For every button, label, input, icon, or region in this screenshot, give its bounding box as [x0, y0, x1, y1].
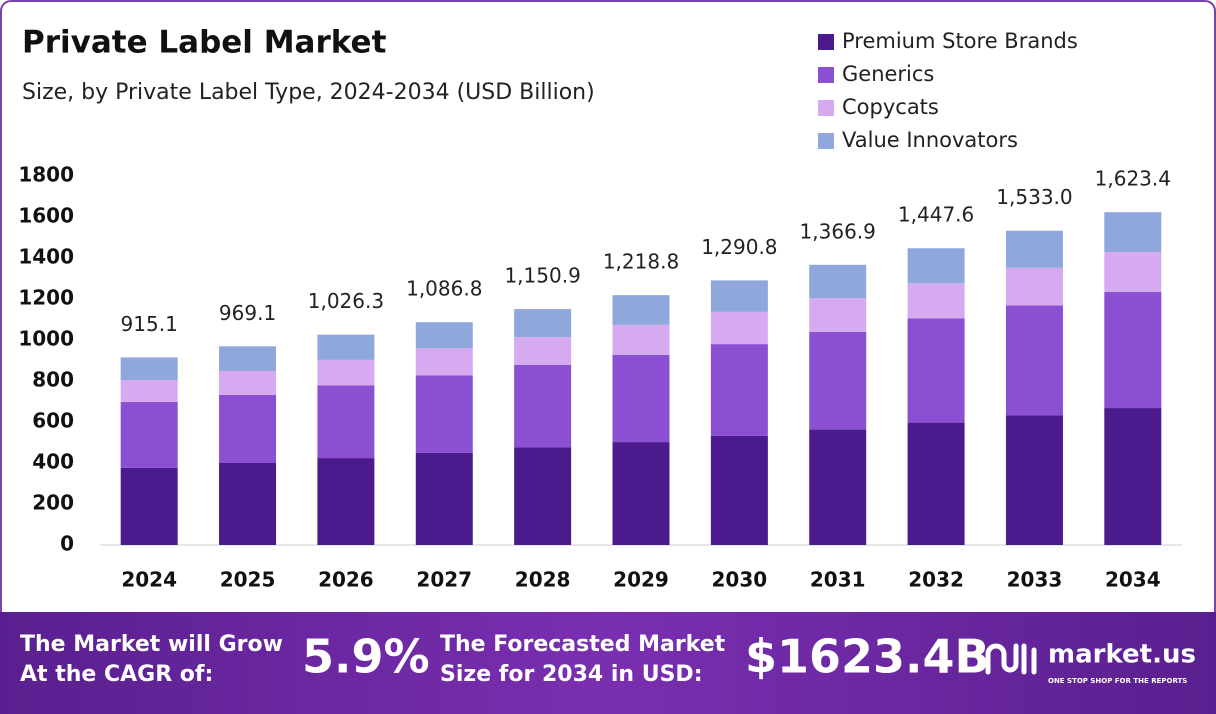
x-tick-label: 2028 [515, 568, 571, 592]
total-label: 1,447.6 [898, 203, 974, 227]
bar-segment [809, 331, 867, 430]
bar-segment [219, 370, 277, 395]
bar-segment [809, 298, 867, 332]
x-tick-label: 2029 [613, 568, 669, 592]
y-tick-label: 1400 [18, 245, 74, 269]
bar-segment [612, 442, 670, 545]
brand-logo [985, 643, 1037, 675]
bar-segment [219, 463, 277, 545]
forecast-text: The Forecasted Market [440, 632, 726, 657]
legend-label: Generics [842, 62, 934, 86]
y-tick-label: 200 [32, 491, 74, 515]
bar-segment [514, 447, 572, 545]
y-tick-label: 1000 [18, 327, 74, 351]
bar-segment [120, 357, 178, 380]
chart-subtitle: Size, by Private Label Type, 2024-2034 (… [22, 80, 595, 105]
bar-segment [809, 429, 867, 545]
bar-segment [710, 344, 768, 436]
bar-segment [317, 385, 375, 459]
legend-label: Premium Store Brands [842, 29, 1078, 53]
total-label: 969.1 [219, 301, 276, 325]
bar-segment [907, 318, 965, 423]
bar-segment [1104, 252, 1162, 293]
bar-segment [1005, 305, 1063, 416]
total-label: 1,086.8 [406, 277, 482, 301]
legend-label: Copycats [842, 95, 939, 119]
x-tick-label: 2031 [810, 568, 866, 592]
bar-segment [809, 264, 867, 299]
bar-segment [710, 280, 768, 312]
cagr-value: 5.9% [302, 630, 430, 684]
total-label: 1,623.4 [1095, 167, 1171, 191]
total-label: 1,150.9 [504, 264, 580, 288]
y-tick-label: 400 [32, 450, 74, 474]
cagr-text: At the CAGR of: [20, 662, 213, 687]
bar-segment [514, 365, 572, 448]
bar-segment [219, 394, 277, 463]
total-label: 1,290.8 [701, 235, 777, 259]
legend-label: Value Innovators [842, 128, 1018, 152]
bar-segment [120, 467, 178, 545]
y-tick-label: 600 [32, 409, 74, 433]
bar-segment [317, 334, 375, 360]
bar-segment [317, 359, 375, 386]
bar-segment [120, 379, 178, 402]
bar-segment [612, 295, 670, 325]
total-label: 1,366.9 [800, 219, 876, 243]
bar-segment [219, 346, 277, 371]
x-tick-label: 2027 [416, 568, 472, 592]
bar-segment [612, 354, 670, 443]
bar-segment [415, 452, 473, 545]
bar-segment [1005, 267, 1063, 306]
x-tick-label: 2033 [1007, 568, 1063, 592]
total-label: 1,218.8 [603, 250, 679, 274]
bar-segment [710, 435, 768, 545]
total-label: 1,533.0 [996, 185, 1072, 209]
forecast-text: Size for 2034 in USD: [440, 662, 703, 687]
bar-segment [1005, 230, 1063, 268]
x-tick-label: 2030 [712, 568, 768, 592]
footer-banner [0, 612, 1216, 714]
bar-segment [907, 283, 965, 319]
bar-segment [415, 375, 473, 453]
bar-segment [1104, 212, 1162, 253]
forecast-value: $1623.4B [745, 630, 990, 684]
legend-swatch [818, 100, 834, 116]
bar-segment [514, 309, 572, 338]
x-tick-label: 2025 [220, 568, 276, 592]
y-tick-label: 1600 [18, 204, 74, 228]
legend-swatch [818, 34, 834, 50]
chart-title: Private Label Market [22, 25, 387, 61]
bar-segment [1104, 292, 1162, 409]
bar-segment [514, 337, 572, 366]
y-tick-label: 1800 [18, 163, 74, 187]
tagline: ONE STOP SHOP FOR THE REPORTS [1048, 677, 1187, 685]
x-tick-label: 2024 [121, 568, 177, 592]
bar-segment [415, 348, 473, 376]
legend-swatch [818, 67, 834, 83]
x-tick-label: 2034 [1105, 568, 1161, 592]
bar-segment [907, 422, 965, 545]
legend-swatch [818, 133, 834, 149]
total-label: 1,026.3 [308, 289, 384, 313]
bar-segment [415, 322, 473, 349]
y-tick-label: 800 [32, 368, 74, 392]
brand: market.us [1048, 640, 1196, 670]
y-tick-label: 0 [60, 532, 74, 556]
bar-segment [1005, 415, 1063, 545]
y-tick-label: 1200 [18, 286, 74, 310]
x-tick-label: 2032 [908, 568, 964, 592]
bar-segment [612, 324, 670, 355]
x-tick-label: 2026 [318, 568, 374, 592]
bar-segment [1104, 408, 1162, 545]
bar-segment [907, 248, 965, 284]
cagr-text: The Market will Grow [20, 632, 283, 657]
total-label: 915.1 [121, 312, 178, 336]
bar-segment [710, 311, 768, 345]
bar-segment [120, 401, 178, 468]
bar-segment [317, 458, 375, 545]
